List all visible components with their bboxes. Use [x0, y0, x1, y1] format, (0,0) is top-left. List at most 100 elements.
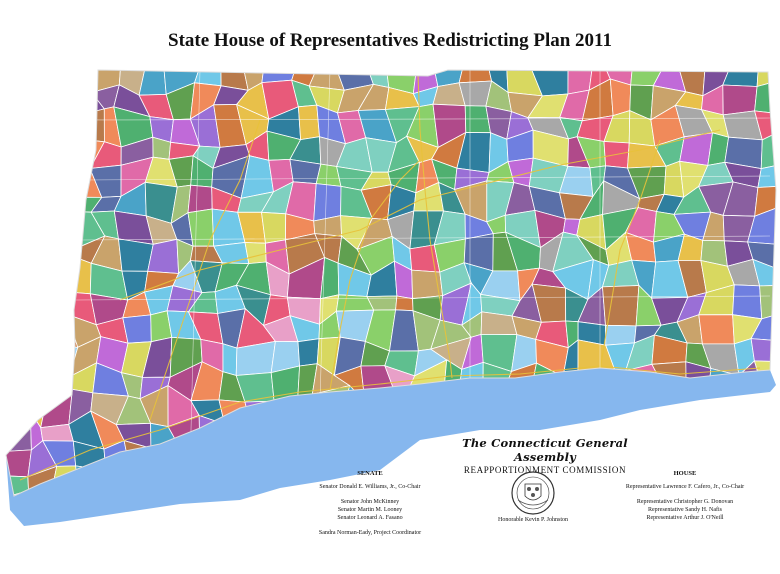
senate-member: Senator John McKinney [340, 499, 400, 505]
assembly-block: The Connecticut General Assembly REAPPOR… [430, 436, 660, 475]
house-district [23, 136, 48, 165]
house-district [122, 314, 152, 344]
map-title: State House of Representatives Redistric… [168, 30, 612, 51]
house-district [6, 244, 33, 271]
house-district [6, 119, 26, 147]
house-district [22, 208, 54, 246]
house-district [297, 104, 320, 141]
house-district [43, 313, 79, 348]
house-district [730, 418, 765, 454]
house-district [41, 138, 77, 165]
house-member: Representative Sandy H. Nafis [648, 507, 722, 513]
house-district [411, 269, 444, 300]
house-district [6, 82, 25, 123]
house-district [66, 108, 105, 143]
house-district [18, 82, 51, 121]
house-district [222, 343, 238, 377]
house-district [41, 257, 78, 295]
house-member: Representative Arthur J. O'Neill [646, 515, 724, 521]
senate-co-chair: Senator Donald E. Williams, Jr., Co-Chai… [319, 484, 421, 490]
house-district [41, 291, 71, 321]
house-district [6, 187, 27, 225]
house-district [51, 210, 82, 248]
house-district [16, 285, 45, 321]
house-district [6, 285, 28, 324]
senate-header: SENATE [357, 470, 383, 477]
house-district [747, 241, 776, 271]
house-district [6, 208, 27, 247]
house-district [6, 410, 32, 453]
house-district [6, 136, 26, 161]
house-district [187, 184, 213, 214]
house-district [679, 132, 713, 166]
house-district [747, 206, 776, 246]
house-district [556, 472, 586, 496]
house-district [47, 70, 75, 85]
state-outline [5, 69, 777, 497]
house-district [750, 338, 776, 363]
house-district [706, 395, 732, 428]
house-district [6, 336, 27, 365]
house-district [698, 314, 735, 345]
house-district [609, 78, 632, 117]
house-district [313, 183, 342, 222]
house-district [458, 70, 493, 84]
house-district [759, 284, 776, 320]
house-district [722, 70, 760, 87]
house-district [678, 436, 707, 475]
house-district [6, 262, 33, 287]
house-district [25, 361, 48, 401]
house-district [251, 497, 269, 522]
house-district [685, 399, 716, 422]
house-district [25, 182, 53, 220]
house-district [23, 159, 48, 189]
house-co-chair: Representative Lawrence F. Cafero, Jr., … [625, 484, 745, 490]
house-district [193, 70, 222, 87]
house-district [40, 423, 74, 442]
house-district [297, 338, 320, 367]
project-coordinator: Sandra Norman-Eady, Project Coordinator [318, 530, 422, 536]
house-header: HOUSE [673, 470, 697, 477]
house-district [52, 232, 82, 271]
assembly-name: The Connecticut General Assembly [462, 436, 628, 464]
house-district [763, 392, 776, 420]
connecticut-state-seal-icon [511, 471, 555, 515]
house-district [222, 497, 252, 522]
house-district [289, 158, 322, 185]
house-district [6, 449, 32, 478]
house-district [40, 362, 73, 400]
house-district [41, 182, 72, 220]
house-district [749, 410, 776, 454]
house-district [17, 308, 52, 348]
house-district [66, 70, 94, 94]
house-district [41, 155, 72, 198]
house-district [6, 361, 32, 403]
senate-member: Senator Leonard A. Fasano [337, 515, 403, 521]
house-district [41, 112, 77, 147]
house-district [18, 70, 51, 97]
house-district [23, 112, 51, 147]
long-island-sound [6, 368, 776, 526]
house-district [700, 412, 733, 453]
seal-caption: Honorable Kevin P. Johnston [498, 517, 568, 523]
senate-member: Senator Martin M. Looney [337, 507, 403, 513]
house-district [40, 346, 79, 378]
house-column: HOUSE Representative Lawrence F. Cafero,… [600, 470, 770, 522]
house-district [678, 412, 716, 453]
house-district [6, 307, 28, 340]
house-district [244, 242, 267, 265]
senate-column: SENATE Senator Donald E. Williams, Jr., … [290, 470, 450, 537]
house-district [726, 392, 765, 428]
house-district [6, 70, 25, 97]
house-district [138, 70, 167, 96]
house-district [40, 388, 73, 429]
house-district [605, 324, 637, 346]
house-district [22, 232, 56, 270]
house-district [47, 82, 75, 119]
house-district [6, 157, 27, 191]
house-district [17, 338, 52, 364]
house-district [722, 84, 758, 116]
commission-name: REAPPORTIONMENT COMMISSION [463, 465, 627, 475]
house-district [732, 284, 763, 320]
